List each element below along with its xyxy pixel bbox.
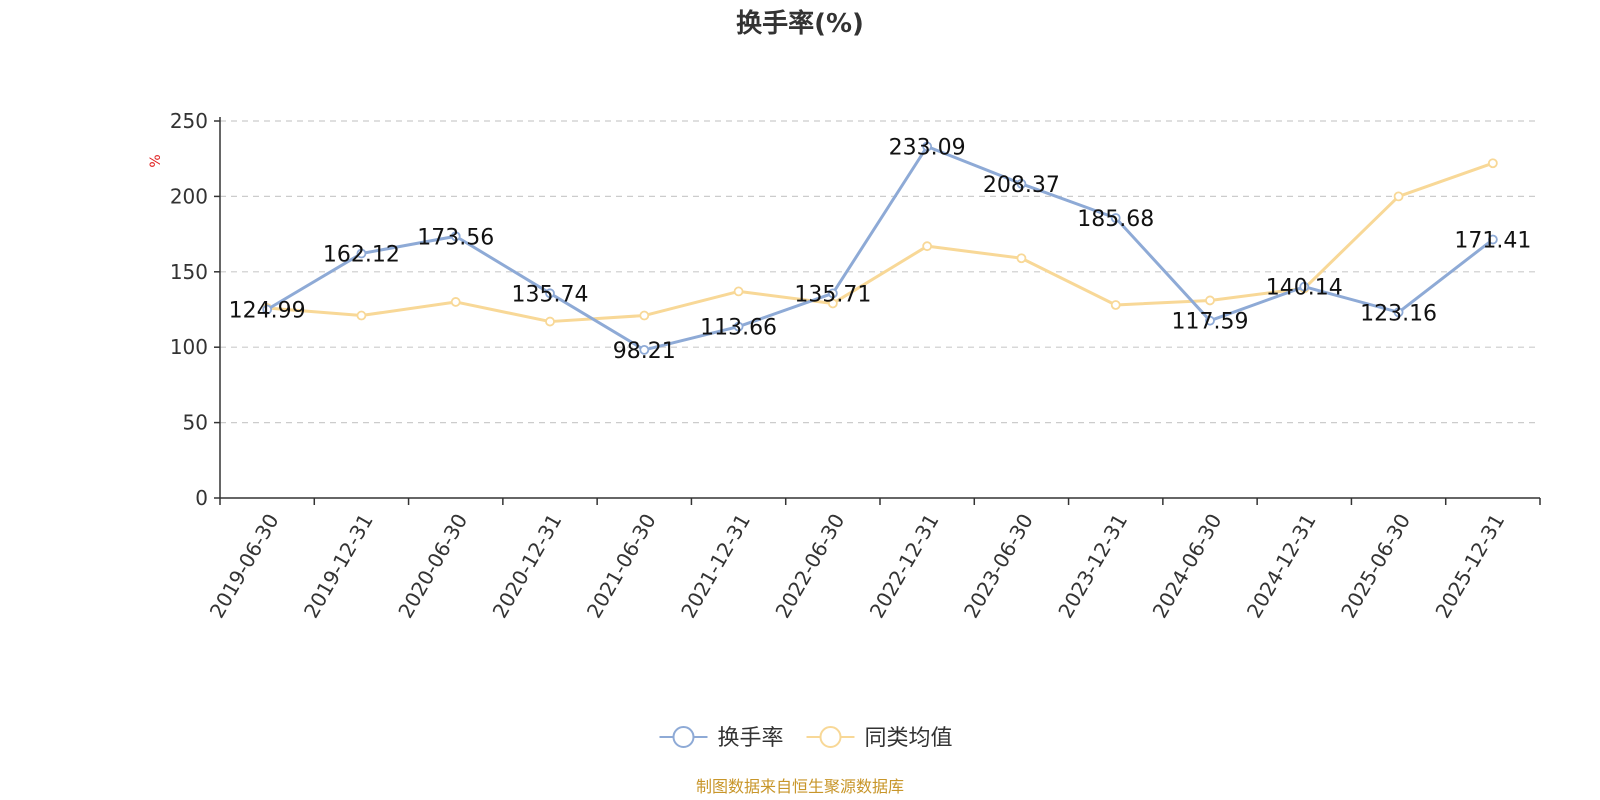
- data-point: [545, 288, 555, 299]
- data-point: [639, 310, 650, 321]
- data-label: 124.99: [229, 299, 306, 324]
- x-tick-label: 2023-12-31: [1053, 510, 1132, 623]
- data-point: [1393, 191, 1404, 202]
- data-point: [1205, 295, 1215, 306]
- legend-item[interactable]: 换手率: [659, 726, 784, 751]
- chart-title: 换手率(%): [736, 8, 864, 39]
- data-source-note: 制图数据来自恒生聚源数据库: [696, 777, 904, 796]
- data-point: [639, 344, 650, 355]
- x-tick-label: 2020-12-31: [488, 510, 567, 623]
- data-point: [827, 288, 838, 299]
- y-axis-unit: %: [148, 154, 164, 167]
- grid-lines: [220, 120, 1540, 424]
- data-label: 98.21: [613, 339, 676, 364]
- data-labels: 124.99 162.12 173.56 135.74 98.21 113.66 135.7…: [229, 136, 1532, 364]
- data-point: [545, 316, 555, 327]
- data-label: 208.37: [983, 173, 1060, 198]
- legend-item[interactable]: 同类均值: [806, 726, 953, 751]
- data-label: 117.59: [1172, 310, 1249, 335]
- x-tick-label: 2021-12-31: [676, 510, 755, 623]
- data-label: 171.41: [1454, 229, 1531, 254]
- legend[interactable]: 换手率 同类均值: [659, 726, 953, 751]
- x-tick-label: 2024-12-31: [1242, 510, 1321, 623]
- data-point: [733, 286, 744, 297]
- series-line: [265, 145, 1495, 352]
- data-point: [1016, 253, 1027, 264]
- data-point: [1487, 234, 1498, 245]
- data-point: [922, 241, 933, 252]
- data-point: [827, 298, 838, 309]
- data-point: [1110, 213, 1121, 223]
- y-tick-label: 100: [170, 335, 208, 359]
- legend-label: 换手率: [718, 726, 784, 751]
- x-tick-label: 2022-12-31: [865, 509, 944, 622]
- legend-circle-icon: [819, 726, 842, 748]
- data-point: [1487, 158, 1498, 169]
- y-tick-label: 250: [170, 109, 208, 133]
- x-tick-label: 2021-06-30: [582, 510, 661, 623]
- y-tick-label: 0: [195, 486, 208, 510]
- data-label: 140.14: [1266, 276, 1343, 301]
- data-point: [450, 231, 461, 242]
- x-tick-label: 2025-12-31: [1430, 510, 1509, 623]
- x-tick-label: 2025-06-30: [1336, 510, 1415, 623]
- legend-circle-icon: [672, 726, 695, 748]
- x-tick-label: 2023-06-30: [959, 510, 1038, 623]
- data-point: [356, 310, 367, 321]
- data-point: [1299, 281, 1310, 292]
- x-tick-label: 2020-06-30: [393, 510, 472, 623]
- data-point: [1205, 315, 1215, 326]
- y-tick-label: 150: [170, 260, 208, 284]
- data-point: [922, 141, 933, 152]
- data-label: 162.12: [323, 243, 400, 268]
- x-tick-label: 2024-06-30: [1148, 510, 1227, 623]
- x-tick-label: 2019-06-30: [205, 510, 284, 623]
- data-point: [1016, 178, 1027, 189]
- data-label: 113.66: [700, 316, 777, 341]
- data-label: 233.09: [889, 136, 966, 161]
- data-point: [450, 297, 461, 307]
- data-label: 173.56: [417, 225, 494, 250]
- data-point: [356, 248, 367, 259]
- data-point: [1110, 300, 1121, 310]
- series-lines: [262, 141, 1498, 355]
- y-tick-label: 200: [170, 184, 208, 208]
- series-line: [265, 161, 1495, 324]
- data-label: 185.68: [1077, 207, 1154, 232]
- y-tick-label: 50: [183, 411, 208, 435]
- data-label: 135.74: [512, 282, 589, 307]
- x-tick-label: 2019-12-31: [299, 510, 378, 623]
- data-point: [733, 321, 744, 332]
- data-point: [262, 304, 273, 315]
- data-label: 135.71: [794, 282, 871, 307]
- x-tick-label: 2022-06-30: [770, 510, 849, 623]
- legend-label: 同类均值: [865, 726, 953, 751]
- data-label: 123.16: [1360, 301, 1437, 326]
- data-point: [1393, 307, 1404, 318]
